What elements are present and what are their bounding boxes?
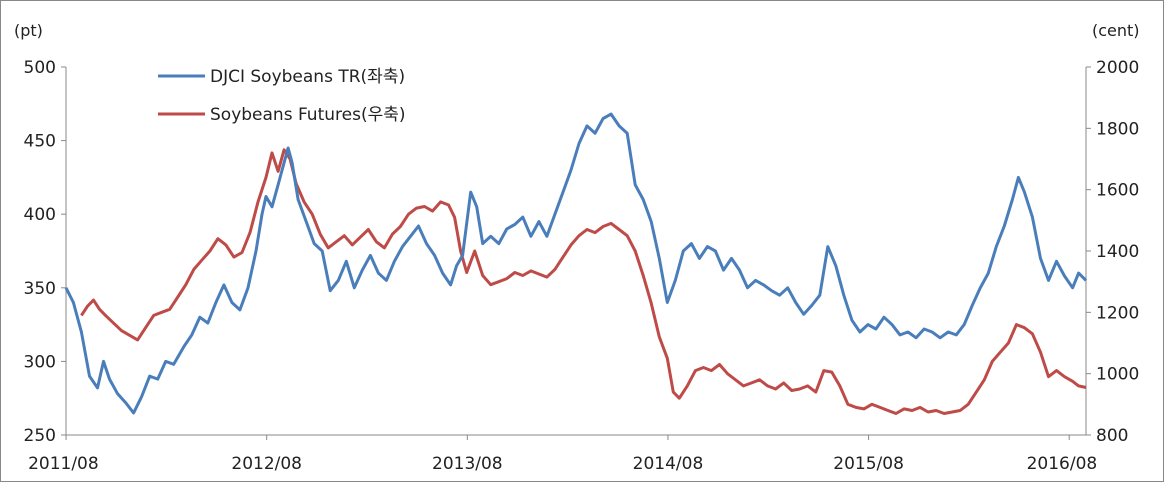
left-tick-label: 450 xyxy=(24,132,56,152)
left-tick-label: 300 xyxy=(24,352,56,372)
right-tick-label: 800 xyxy=(1096,426,1128,446)
right-tick-label: 1600 xyxy=(1096,181,1139,201)
right-tick-label: 1800 xyxy=(1096,119,1139,139)
legend-label-futures: Soybeans Futures(우축) xyxy=(210,105,406,125)
right-tick-label: 1200 xyxy=(1096,303,1139,323)
right-tick-label: 1000 xyxy=(1096,365,1139,385)
left-tick-label: 250 xyxy=(24,426,56,446)
legend-label-djci: DJCI Soybeans TR(좌축) xyxy=(210,67,405,87)
x-tick-label: 2014/08 xyxy=(633,454,704,474)
left-unit-label: (pt) xyxy=(14,21,43,40)
right-tick-label: 2000 xyxy=(1096,58,1139,78)
x-tick-label: 2015/08 xyxy=(833,454,904,474)
right-tick-label: 1400 xyxy=(1096,242,1139,262)
left-tick-label: 400 xyxy=(24,205,56,225)
left-tick-label: 500 xyxy=(24,58,56,78)
left-tick-label: 350 xyxy=(24,279,56,299)
x-tick-label: 2016/08 xyxy=(1027,454,1098,474)
x-tick-label: 2012/08 xyxy=(231,454,302,474)
right-unit-label: (cent) xyxy=(1092,21,1140,40)
x-tick-label: 2011/08 xyxy=(28,454,99,474)
x-tick-label: 2013/08 xyxy=(432,454,503,474)
